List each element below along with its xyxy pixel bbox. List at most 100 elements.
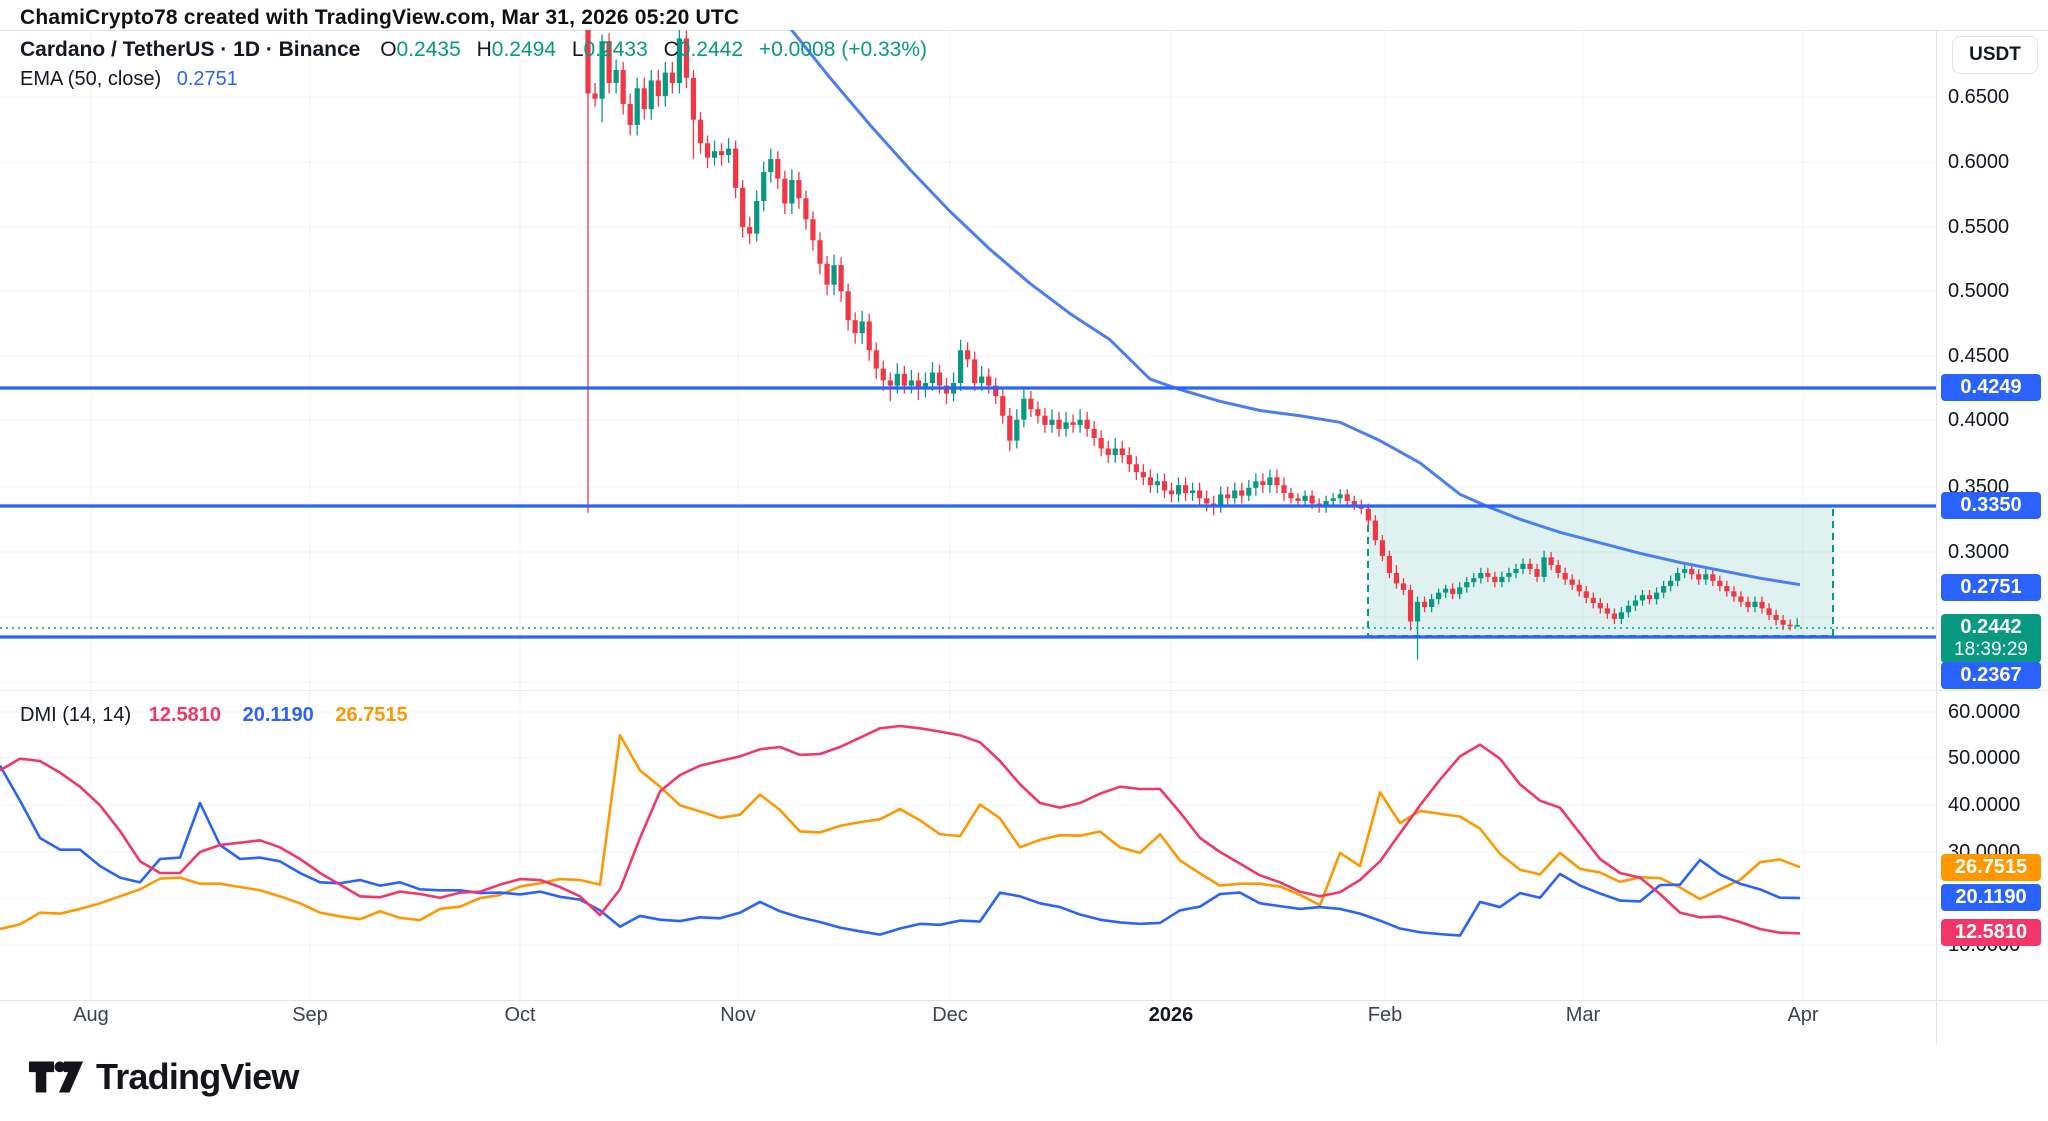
candle-body <box>1597 603 1603 609</box>
candle <box>908 369 914 394</box>
candle-body <box>1548 557 1554 566</box>
ema-legend[interactable]: EMA (50, close) 0.2751 <box>20 68 238 91</box>
dmi-legend[interactable]: DMI (14, 14) 12.5810 20.1190 26.7515 <box>20 704 424 727</box>
candle-body <box>1098 438 1104 449</box>
candle-body <box>1541 557 1547 577</box>
candle <box>662 62 668 107</box>
candle <box>690 69 697 159</box>
candle <box>1133 456 1139 480</box>
candle-body <box>880 368 886 381</box>
candle <box>1288 487 1294 504</box>
candle <box>775 151 781 190</box>
candle <box>1562 567 1568 585</box>
candle-body <box>754 200 760 234</box>
candle-body <box>908 380 914 386</box>
axis-badge-26.7515: 26.7515 <box>1941 854 2041 881</box>
currency-toggle-button[interactable]: USDT <box>1952 36 2038 74</box>
symbol-legend[interactable]: Cardano / TetherUS · 1D · Binance O0.243… <box>20 38 927 62</box>
candle <box>1731 586 1737 602</box>
candle-body <box>1056 419 1062 429</box>
candle-body <box>1063 422 1069 429</box>
axis-label-0.6500: 0.6500 <box>1948 86 2010 108</box>
candle <box>1126 447 1132 473</box>
candle <box>845 283 851 331</box>
high-value: 0.2494 <box>491 38 557 61</box>
candle <box>606 33 612 94</box>
candle-body <box>683 38 690 78</box>
candle-body <box>1414 601 1421 622</box>
candle <box>1766 603 1772 621</box>
candle-body <box>1724 586 1730 592</box>
candle-body <box>585 30 591 94</box>
candle-body <box>1632 600 1639 606</box>
candle-body <box>894 373 900 386</box>
candle-body <box>648 80 654 110</box>
dmi-minus-di-value: 26.7515 <box>335 704 408 726</box>
candle-body <box>1752 601 1758 608</box>
candle-body <box>1344 494 1350 501</box>
candle <box>1225 486 1231 507</box>
candle <box>972 351 978 391</box>
candle <box>1745 596 1751 613</box>
candle <box>859 310 865 344</box>
candle <box>585 30 591 513</box>
candle <box>873 342 879 380</box>
candle <box>789 169 795 215</box>
candle <box>761 161 767 212</box>
candle <box>1091 421 1097 446</box>
candle <box>1471 572 1477 588</box>
ema-legend-name: EMA (50, close) <box>20 68 162 90</box>
candle <box>782 170 788 215</box>
candle <box>1168 482 1175 503</box>
candle <box>1267 469 1273 494</box>
pane-separator[interactable] <box>0 690 2048 691</box>
candle <box>1464 576 1470 593</box>
candle <box>1689 563 1695 580</box>
candle <box>1372 515 1378 546</box>
candle <box>993 377 999 404</box>
candle <box>965 342 971 368</box>
tradingview-logo[interactable]: TradingView <box>28 1056 299 1098</box>
candle-body <box>1337 494 1343 499</box>
candle-body <box>1014 419 1020 441</box>
candle <box>1302 490 1308 507</box>
candle <box>1794 618 1800 627</box>
candle-body <box>957 350 964 384</box>
candle-body <box>1780 620 1786 625</box>
candle <box>1112 438 1118 463</box>
candle-body <box>1513 569 1519 573</box>
candle <box>1204 490 1210 512</box>
candle-body <box>873 350 879 369</box>
candle-body <box>1302 495 1308 501</box>
candle-body <box>1147 477 1153 486</box>
candle <box>613 59 619 94</box>
candle <box>1703 569 1709 585</box>
candle-body <box>1140 472 1146 478</box>
candle <box>683 30 690 89</box>
candle <box>648 69 654 120</box>
candle-body <box>1738 596 1744 602</box>
candle-body <box>662 72 668 97</box>
candle <box>754 190 760 242</box>
time-axis-label-Feb: Feb <box>1367 1004 1403 1026</box>
candlesticks <box>585 30 1800 660</box>
axis-badge-0.3350: 0.3350 <box>1941 492 2041 519</box>
candle-body <box>1485 572 1491 577</box>
axis-label-0.4500: 0.4500 <box>1948 345 2010 367</box>
candle <box>1534 563 1540 583</box>
candle-body <box>599 41 605 99</box>
high-label: H <box>476 38 492 61</box>
dmi-line-+DI <box>0 765 1801 937</box>
candle-body <box>1281 485 1287 494</box>
candle-body <box>606 41 612 84</box>
candle <box>1506 567 1512 583</box>
candle <box>1696 569 1702 585</box>
candle <box>1407 584 1414 631</box>
candle-body <box>733 148 739 188</box>
candle-body <box>1583 591 1589 598</box>
candle-body <box>810 219 816 241</box>
time-axis-label-Aug: Aug <box>73 1004 109 1026</box>
candle <box>1218 486 1224 513</box>
candle <box>1175 477 1182 503</box>
